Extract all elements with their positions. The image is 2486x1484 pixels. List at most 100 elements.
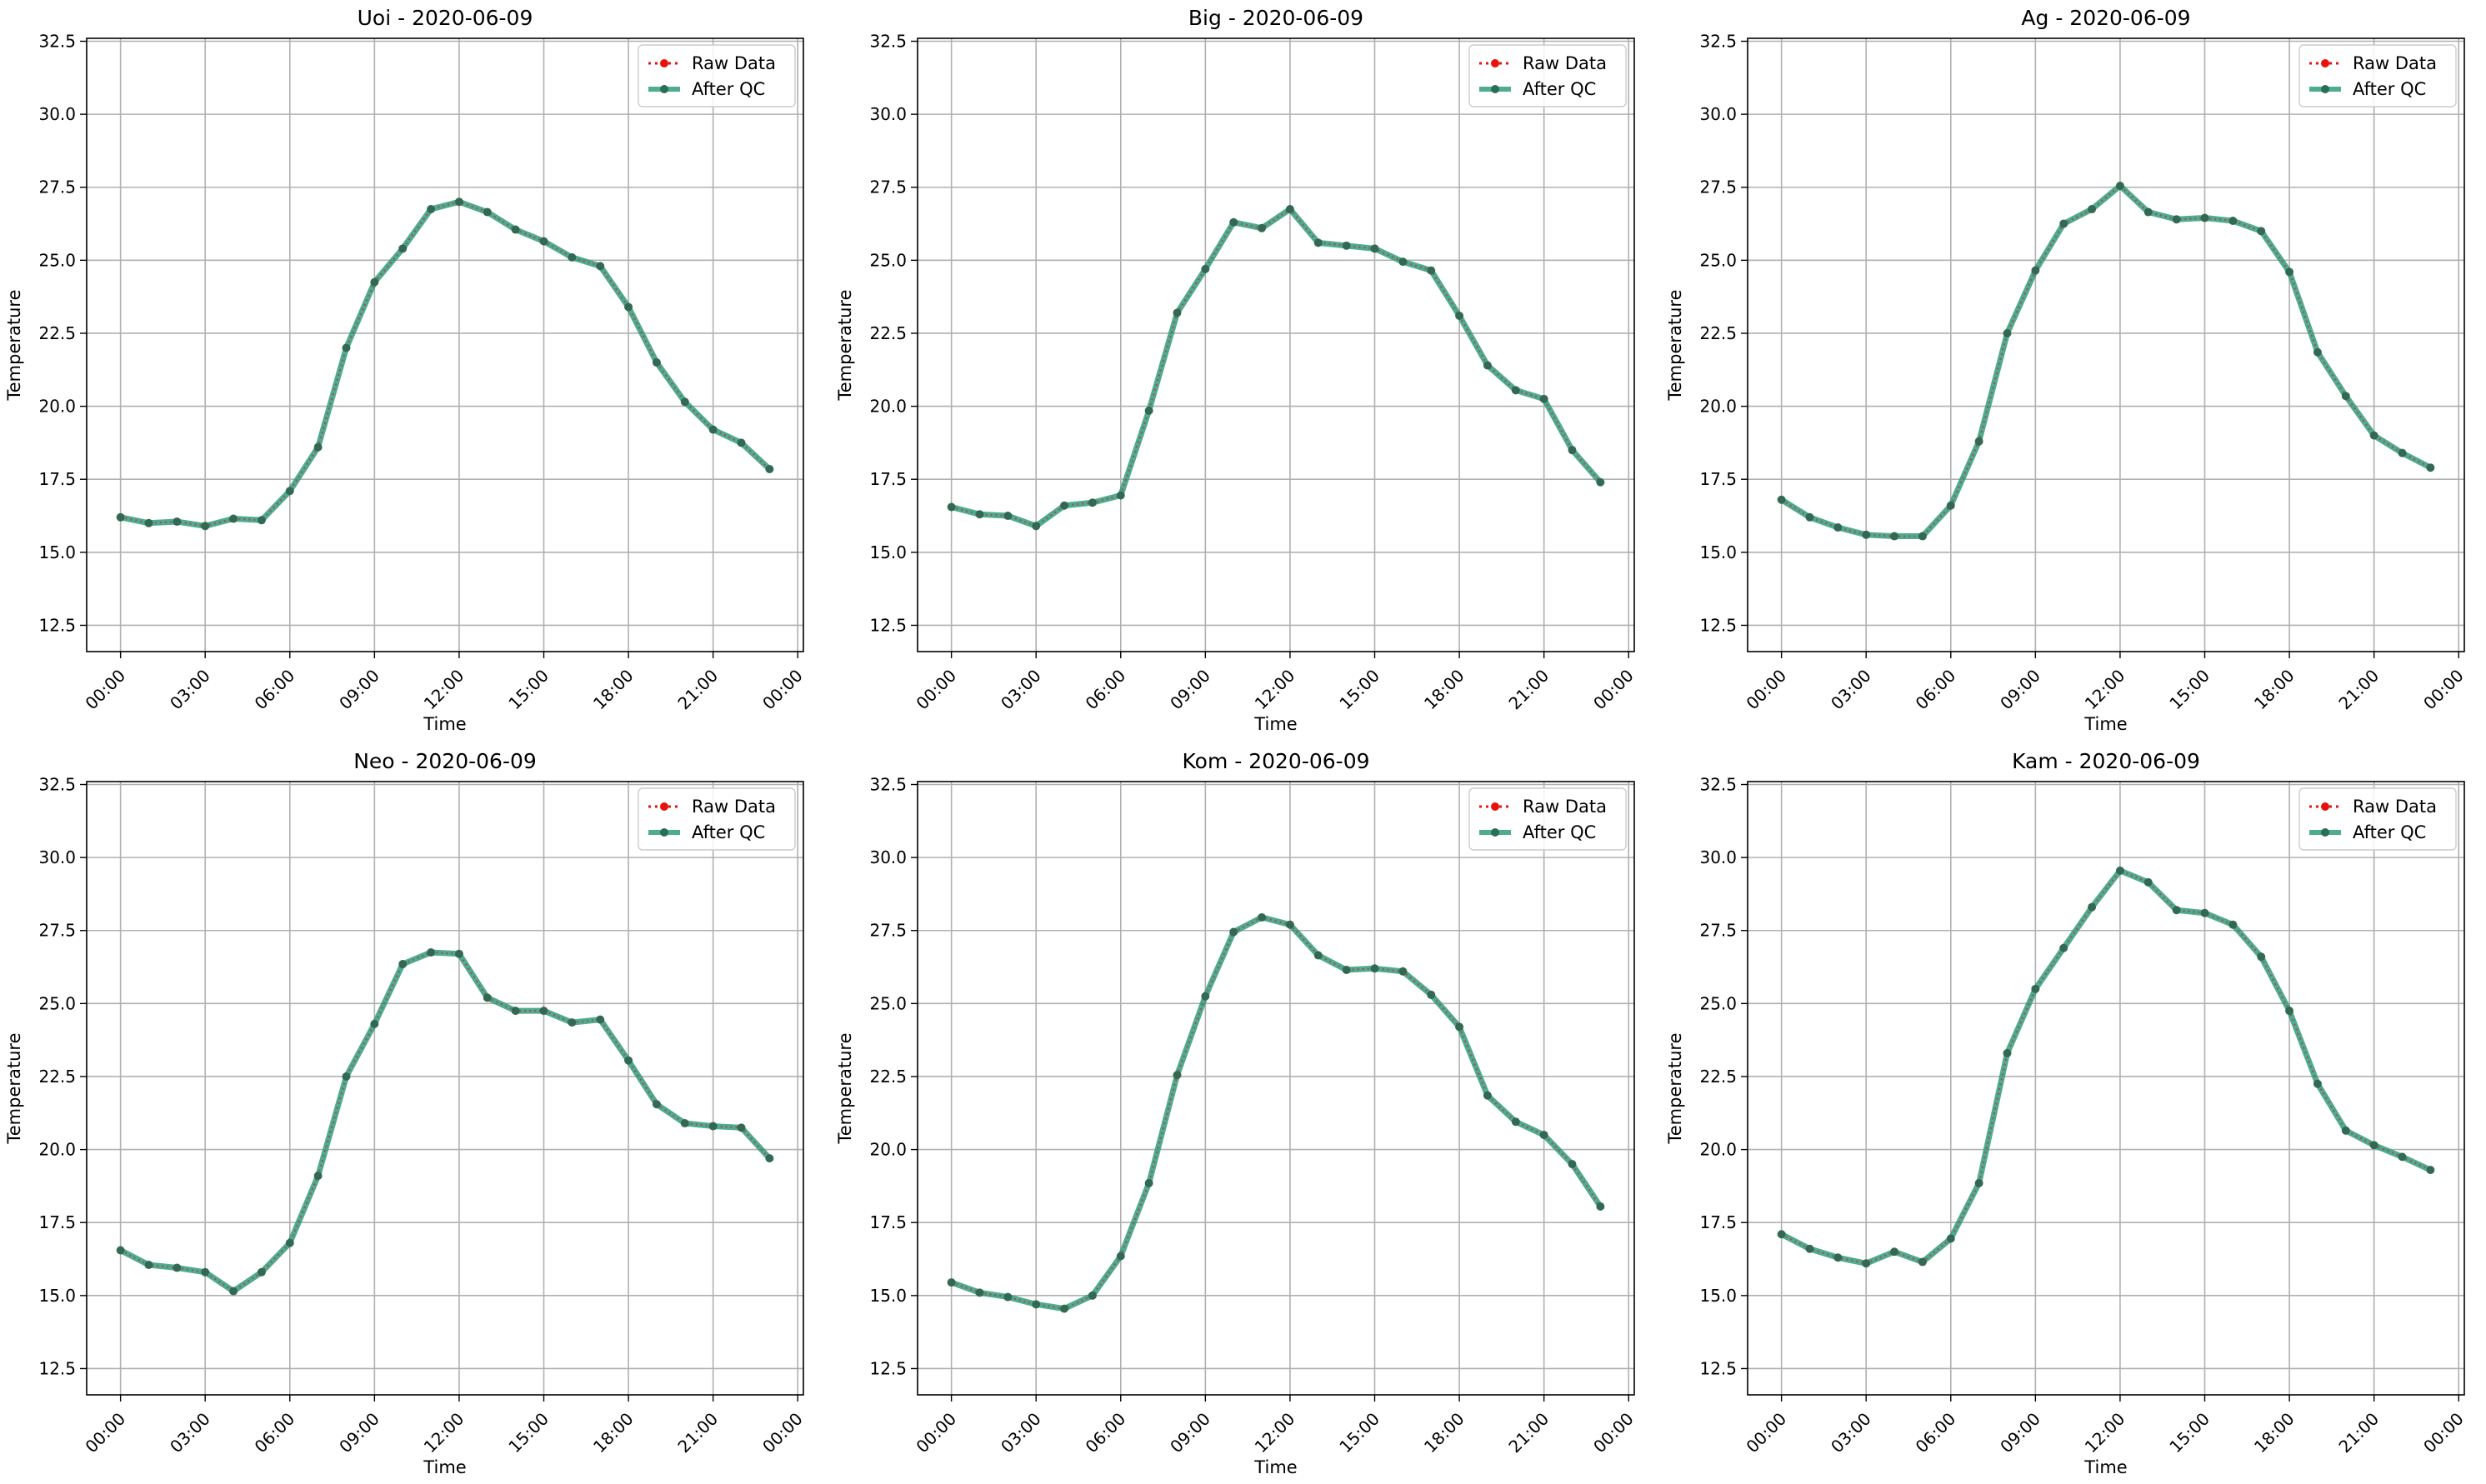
after-qc-point [975, 1288, 984, 1297]
axes-frame [86, 781, 804, 1396]
after-qc-point [568, 1018, 577, 1027]
y-tick-label: 15.0 [869, 1286, 907, 1306]
x-axis-label: Time [2083, 1457, 2127, 1477]
y-tick-label: 27.5 [1699, 177, 1737, 197]
legend-marker-after-qc [2321, 828, 2329, 837]
x-tick-label: 00:00 [758, 1409, 807, 1457]
after-qc-point [2088, 205, 2097, 214]
after-qc-point [1285, 205, 1294, 214]
after-qc-point [2200, 213, 2209, 222]
after-qc-point [596, 1015, 605, 1024]
x-tick-label: 00:00 [1742, 666, 1790, 714]
legend-marker-raw-data [1491, 802, 1499, 811]
after-qc-point [1060, 501, 1069, 510]
x-tick-label: 09:00 [335, 1409, 383, 1457]
after-qc-point [1173, 1071, 1182, 1080]
y-axis-label: Temperature [1665, 289, 1685, 401]
after-qc-point [1116, 491, 1125, 500]
after-qc-point [427, 205, 436, 214]
after-qc-point [144, 1261, 153, 1270]
y-axis-label: Temperature [4, 1032, 24, 1144]
y-tick-label: 27.5 [869, 177, 907, 197]
x-tick-label: 06:00 [1082, 1409, 1130, 1457]
y-tick-label: 15.0 [1699, 542, 1737, 562]
after-qc-point [342, 1072, 351, 1081]
y-tick-label: 27.5 [38, 921, 76, 941]
after-qc-point [1568, 1160, 1577, 1169]
after-qc-point [483, 207, 492, 217]
after-qc-point [1088, 498, 1097, 507]
after-qc-point [173, 517, 182, 527]
after-qc-point [398, 960, 408, 969]
after-qc-point [1511, 1117, 1520, 1127]
y-tick-label: 25.0 [1699, 250, 1737, 270]
x-tick-label: 12:00 [420, 1409, 468, 1457]
y-tick-label: 12.5 [38, 1358, 76, 1378]
series-line-raw-data [1781, 869, 2431, 1265]
x-tick-label: 00:00 [81, 1409, 129, 1457]
after-qc-point [2341, 1126, 2350, 1135]
x-tick-label: 00:00 [1589, 666, 1638, 714]
after-qc-point [257, 1267, 266, 1277]
after-qc-point [2369, 1141, 2378, 1150]
y-tick-label: 22.5 [869, 1067, 907, 1087]
legend-marker-after-qc [2321, 85, 2329, 93]
after-qc-point [1946, 1234, 1955, 1243]
x-tick-label: 09:00 [335, 666, 383, 714]
series-line-after-qc [950, 914, 1603, 1312]
chart-panel-5: 12.5 15.0 17.5 20.0 22.5 25.0 27.5 30.0 32.5 00:0… [835, 749, 1638, 1477]
legend: Raw Data After QC [638, 44, 796, 107]
legend-label-raw-data: Raw Data [2353, 53, 2437, 73]
x-tick-label: 15:00 [1335, 1409, 1383, 1457]
series-line-after-qc [1779, 182, 2432, 540]
x-tick-label: 12:00 [2081, 1409, 2129, 1457]
after-qc-point [1483, 1091, 1492, 1100]
chart-panel-6: 12.5 15.0 17.5 20.0 22.5 25.0 27.5 30.0 32.5 00:0… [1665, 749, 2468, 1477]
x-tick-label: 03:00 [1827, 1409, 1875, 1457]
after-qc-point [765, 1154, 774, 1163]
y-tick-label: 32.5 [869, 32, 907, 52]
after-qc-point [257, 516, 266, 525]
y-tick-label: 22.5 [1699, 323, 1737, 343]
after-qc-point [229, 1287, 238, 1296]
after-qc-point [568, 252, 577, 262]
x-tick-label: 21:00 [2334, 666, 2383, 714]
after-qc-point [2257, 227, 2266, 236]
x-tick-label: 06:00 [251, 666, 299, 714]
after-qc-point [2285, 267, 2294, 277]
after-qc-point [1974, 437, 1983, 446]
after-qc-point [2059, 219, 2068, 228]
after-qc-point [1777, 495, 1786, 504]
chart-panel-2: 12.5 15.0 17.5 20.0 22.5 25.0 27.5 30.0 32.5 00:0… [835, 6, 1638, 734]
x-axis-label: Time [423, 714, 466, 734]
after-qc-point [1201, 992, 1210, 1001]
legend-marker-after-qc [1491, 828, 1499, 837]
series-line-after-qc [119, 198, 772, 529]
series-line-raw-data [1781, 184, 2431, 537]
after-qc-point [1777, 1230, 1786, 1239]
after-qc-point [1258, 223, 1267, 232]
legend-marker-raw-data [660, 59, 668, 67]
legend-label-after-qc: After QC [692, 822, 765, 842]
after-qc-point [1342, 966, 1351, 975]
after-qc-point [1144, 1178, 1153, 1187]
after-qc-point [1455, 311, 1464, 320]
after-qc-point [201, 1267, 210, 1277]
x-tick-label: 03:00 [997, 666, 1045, 714]
y-tick-label: 12.5 [38, 615, 76, 635]
legend-label-after-qc: After QC [2353, 79, 2426, 99]
after-qc-point [2003, 1048, 2012, 1057]
y-tick-label: 12.5 [1699, 1358, 1737, 1378]
y-tick-label: 17.5 [38, 1212, 76, 1232]
after-qc-point [624, 1056, 633, 1065]
after-qc-point [2285, 1007, 2294, 1016]
series-line-raw-data [120, 201, 771, 527]
x-tick-label: 00:00 [1742, 1409, 1790, 1457]
chart-title: Uoi - 2020-06-09 [358, 6, 533, 30]
y-axis-label: Temperature [1665, 1032, 1685, 1144]
after-qc-point [652, 358, 661, 367]
after-qc-point [1427, 990, 1436, 999]
legend-marker-raw-data [1491, 59, 1499, 67]
after-qc-point [2143, 207, 2153, 217]
legend-label-after-qc: After QC [1523, 79, 1596, 99]
